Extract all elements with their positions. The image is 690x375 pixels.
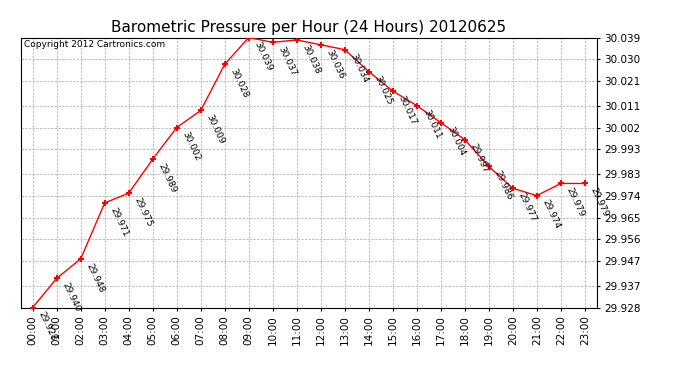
Text: 29.940: 29.940 [61,281,82,314]
Text: 29.979: 29.979 [589,186,611,219]
Text: 29.986: 29.986 [493,169,515,201]
Text: 30.034: 30.034 [349,53,371,85]
Text: 29.979: 29.979 [565,186,586,219]
Text: 29.975: 29.975 [133,196,155,228]
Text: 30.036: 30.036 [325,48,346,80]
Text: 30.039: 30.039 [253,40,275,73]
Text: 29.997: 29.997 [469,142,491,175]
Text: 30.011: 30.011 [421,108,442,141]
Text: Copyright 2012 Cartronics.com: Copyright 2012 Cartronics.com [23,40,165,49]
Text: 30.002: 30.002 [181,130,202,163]
Text: 29.948: 29.948 [85,262,106,294]
Text: 29.974: 29.974 [541,198,562,231]
Text: 29.971: 29.971 [109,206,130,238]
Text: 30.017: 30.017 [397,94,419,126]
Text: 29.989: 29.989 [157,162,179,194]
Title: Barometric Pressure per Hour (24 Hours) 20120625: Barometric Pressure per Hour (24 Hours) … [111,20,506,35]
Text: 30.028: 30.028 [229,67,250,99]
Text: 29.977: 29.977 [517,191,538,224]
Text: 30.025: 30.025 [373,74,395,106]
Text: 30.038: 30.038 [301,43,322,75]
Text: 30.037: 30.037 [277,45,299,78]
Text: 30.009: 30.009 [205,113,226,146]
Text: 29.928: 29.928 [37,310,58,342]
Text: 30.004: 30.004 [445,125,466,158]
